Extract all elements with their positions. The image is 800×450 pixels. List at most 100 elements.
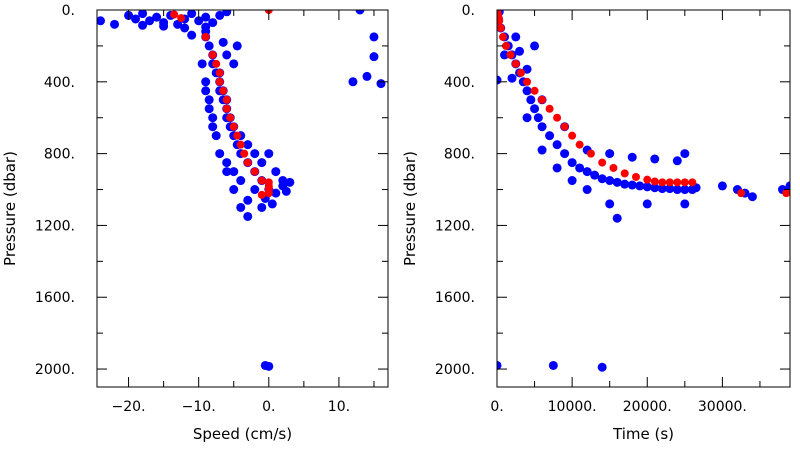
chart2-series2-point bbox=[598, 158, 607, 167]
chart2-series1-point bbox=[717, 181, 727, 191]
chart1-xtick-label: 10. bbox=[328, 399, 350, 415]
chart1-series1-point bbox=[159, 21, 169, 31]
chart1-series2-point bbox=[219, 86, 228, 95]
chart1-series1-point bbox=[362, 71, 372, 81]
chart2-series1-point bbox=[672, 185, 682, 195]
chart2-series1-point bbox=[560, 149, 570, 159]
chart2-series1-point bbox=[530, 41, 540, 51]
chart1-series1-point bbox=[208, 18, 218, 28]
chart1-series2-point bbox=[208, 50, 217, 59]
chart1-series1-point bbox=[138, 10, 148, 19]
chart1-series1-point bbox=[278, 176, 288, 186]
chart1-series1-point bbox=[264, 361, 274, 371]
chart2-series2-point bbox=[688, 178, 697, 187]
chart2-series2-point bbox=[586, 149, 595, 158]
chart2-series1-point bbox=[582, 167, 592, 177]
chart1-series2-point bbox=[222, 95, 231, 104]
chart1-series1-point bbox=[271, 188, 281, 198]
chart2-xtick-label: 10000. bbox=[548, 399, 597, 415]
chart2-ytick-label: 800. bbox=[444, 147, 475, 163]
chart2-series1-point bbox=[680, 185, 690, 195]
chart2-series1-point bbox=[785, 181, 790, 191]
chart1-ytick-label: 1200. bbox=[35, 218, 75, 234]
chart2-series2-point bbox=[499, 32, 508, 41]
chart1-series1-point bbox=[201, 86, 211, 96]
chart2-series1-point bbox=[657, 184, 667, 194]
chart2-x-axis-label: Time (s) bbox=[612, 425, 674, 443]
chart1-series1-point bbox=[250, 149, 260, 159]
chart2-series1-point bbox=[747, 192, 757, 202]
chart1-series1-point bbox=[369, 32, 379, 42]
chart2-series2-point bbox=[497, 16, 504, 25]
chart1-series1-point bbox=[222, 10, 232, 17]
chart2-series2-point bbox=[631, 172, 640, 181]
chart2-series1-point bbox=[605, 149, 615, 159]
chart1-series2-point bbox=[222, 104, 231, 113]
chart1-series1-point bbox=[201, 12, 211, 22]
chart1-series2-point bbox=[257, 176, 266, 185]
chart2-ytick-label: 1200. bbox=[435, 218, 475, 234]
chart2-series1-point bbox=[511, 32, 521, 42]
chart1-series2-point bbox=[215, 77, 224, 86]
chart2-xtick-label: 30000. bbox=[698, 399, 747, 415]
chart2-series2-point bbox=[506, 50, 515, 59]
chart1-series1-point bbox=[222, 158, 232, 168]
chart2-series1-point bbox=[612, 177, 622, 187]
chart2-ytick-label: 400. bbox=[444, 75, 475, 91]
chart2-series1-point bbox=[612, 213, 622, 223]
chart2-series2-point bbox=[782, 189, 790, 198]
chart2-series1-point bbox=[548, 360, 558, 370]
chart2-series2-point bbox=[560, 122, 569, 131]
chart1-series1-point bbox=[355, 10, 365, 15]
chart1-series1-point bbox=[187, 10, 197, 19]
chart1-series2-point bbox=[243, 158, 252, 167]
chart1-xtick-label: 0. bbox=[262, 399, 275, 415]
chart2-series2-point bbox=[673, 178, 682, 187]
chart1-series2-point bbox=[201, 32, 210, 41]
chart2-xtick-label: 20000. bbox=[623, 399, 672, 415]
chart1-series1-point bbox=[215, 149, 225, 159]
chart2-series1-point bbox=[575, 163, 585, 173]
chart1-series1-point bbox=[173, 19, 183, 29]
chart2-series2-point bbox=[650, 177, 659, 186]
chart2-plot-frame bbox=[496, 9, 791, 388]
chart1-series1-point bbox=[218, 37, 228, 47]
chart2-series1-point bbox=[567, 158, 577, 168]
chart2-series2-point bbox=[643, 175, 652, 184]
chart2-series2-point bbox=[523, 77, 532, 86]
chart1-ytick-label: 1600. bbox=[35, 290, 75, 306]
chart1-series1-point bbox=[211, 131, 221, 141]
chart1-series1-point bbox=[285, 177, 295, 187]
chart1-series2-point bbox=[170, 10, 179, 19]
chart2-series1-point bbox=[567, 176, 577, 186]
chart1-series1-point bbox=[236, 176, 246, 186]
chart2-series1-point bbox=[515, 46, 525, 56]
chart2-series1-point bbox=[552, 163, 562, 173]
chart2-series2-point bbox=[620, 169, 629, 178]
chart2-series1-point bbox=[537, 122, 547, 132]
chart2-series1-point bbox=[650, 154, 660, 164]
chart1-series1-point bbox=[376, 79, 386, 89]
chart2-ytick-label: 0. bbox=[462, 3, 475, 19]
chart1-plot-frame bbox=[96, 9, 389, 388]
chart2-series2-point bbox=[502, 41, 511, 50]
chart2-series2-point bbox=[680, 178, 689, 187]
chart1-xtick-label: −10. bbox=[182, 399, 216, 415]
chart2-series2-point bbox=[545, 104, 554, 113]
chart2-series1-point bbox=[545, 131, 555, 141]
chart2-ytick-label: 1600. bbox=[435, 290, 475, 306]
chart1-series1-point bbox=[271, 167, 281, 177]
chart1-series2-point bbox=[212, 59, 221, 68]
chart1-series1-point bbox=[281, 186, 291, 196]
chart1-series1-point bbox=[110, 19, 120, 29]
chart2-series1-point bbox=[526, 95, 536, 105]
chart1-series1-point bbox=[215, 10, 225, 20]
chart1-series2-point bbox=[250, 167, 259, 176]
chart1-series1-point bbox=[97, 16, 106, 26]
chart1-series1-point bbox=[243, 195, 253, 205]
chart2-series2-point bbox=[737, 189, 746, 198]
chart2-series2-point bbox=[609, 163, 618, 172]
chart1-series1-point bbox=[204, 95, 214, 105]
chart2-series1-point bbox=[597, 362, 607, 372]
chart2-series2-point bbox=[497, 23, 505, 32]
